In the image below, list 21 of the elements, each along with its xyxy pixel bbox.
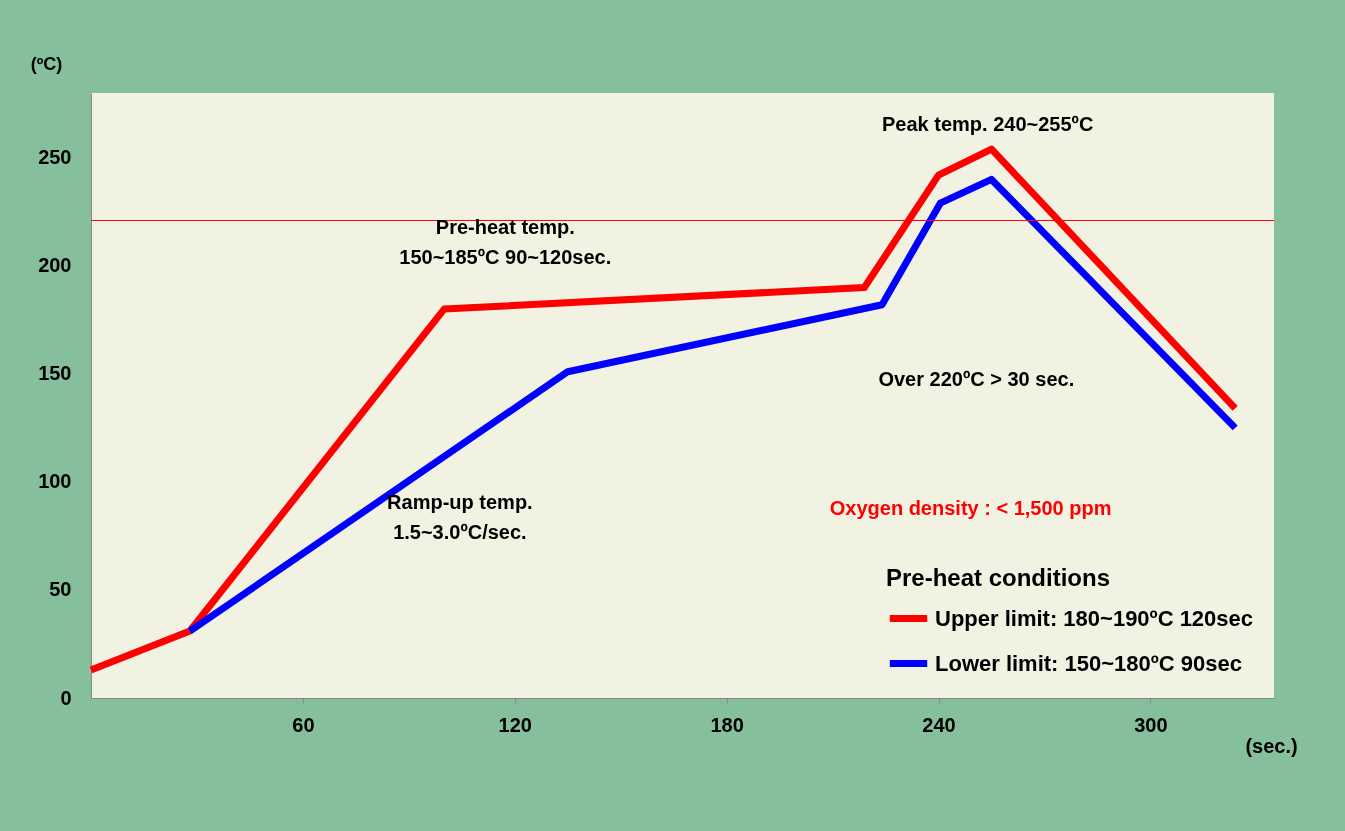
annotation: Oxygen density : < 1,500 ppm (829, 496, 1112, 519)
y-tick-label: 0 (60, 686, 72, 709)
y-axis-title: (ºC) (30, 53, 63, 74)
x-tick-label: 300 (1134, 713, 1168, 736)
legend-title: Pre-heat conditions (886, 564, 1111, 591)
annotation: Ramp-up temp. 1.5~3.0ºC/sec. (387, 490, 533, 543)
y-tick-label: 150 (38, 362, 72, 385)
x-axis-title: (sec.) (1245, 734, 1298, 757)
y-tick-label: 100 (38, 470, 72, 493)
x-tick-label: 180 (710, 713, 744, 736)
annotation: Peak temp. 240~255ºC (881, 112, 1094, 135)
y-tick-label: 250 (38, 146, 72, 169)
x-tick-label: 60 (292, 713, 315, 736)
legend-label: Upper limit: 180~190ºC 120sec (935, 605, 1254, 631)
y-tick-label: 50 (49, 578, 72, 601)
annotation: Over 220ºC > 30 sec. (878, 367, 1075, 390)
x-tick-label: 120 (498, 713, 532, 736)
legend-label: Lower limit: 150~180ºC 90sec (935, 650, 1243, 676)
x-tick-label: 240 (922, 713, 956, 736)
annotation: Pre-heat temp. 150~185ºC 90~120sec. (399, 216, 612, 269)
y-tick-label: 200 (38, 254, 72, 277)
